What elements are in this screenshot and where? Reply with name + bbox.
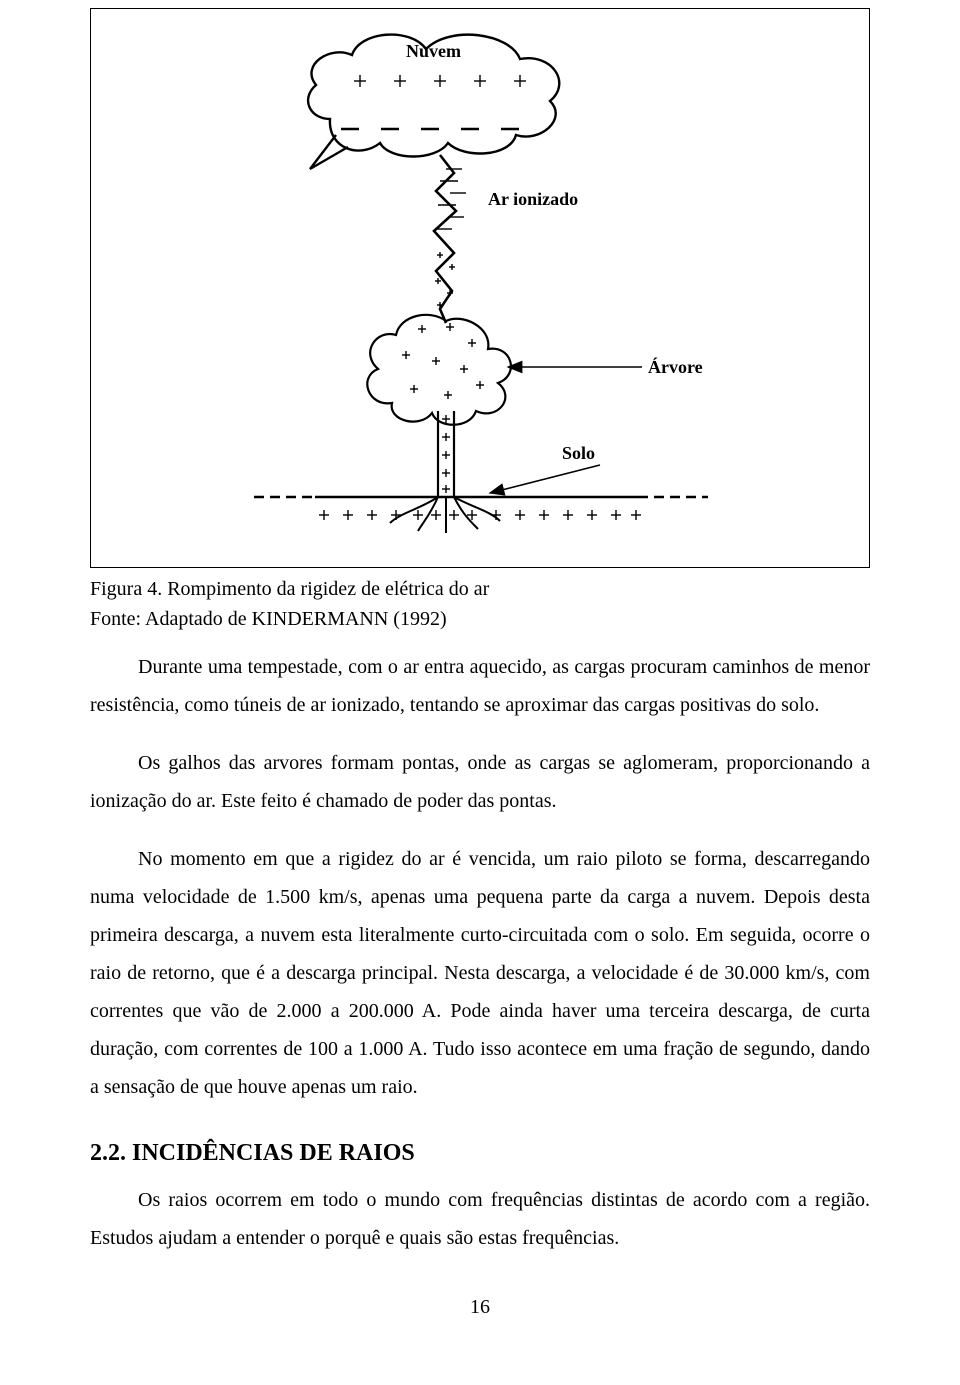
ground-positive-marks xyxy=(319,510,641,520)
tree-roots xyxy=(390,497,500,533)
canopy-positive-marks xyxy=(402,323,484,399)
label-arvore: Árvore xyxy=(648,356,703,377)
arrow-solo xyxy=(490,465,600,493)
cloud-positive-row xyxy=(354,75,526,87)
paragraph-1: Durante uma tempestade, com o ar entra a… xyxy=(90,648,870,724)
paragraph-3: No momento em que a rigidez do ar é venc… xyxy=(90,840,870,1106)
cloud-spout xyxy=(310,135,348,169)
trunk-positive-marks xyxy=(442,415,450,493)
page-number: 16 xyxy=(0,1296,960,1319)
figure-box: Nuvem Ar ionizado Árvore Solo xyxy=(90,8,870,568)
stepped-leader xyxy=(434,155,456,323)
figure-source: Fonte: Adaptado de KINDERMANN (1992) xyxy=(90,604,870,634)
label-solo: Solo xyxy=(562,443,595,463)
paragraph-2: Os galhos das arvores formam pontas, ond… xyxy=(90,744,870,820)
section-intro: Os raios ocorrem em todo o mundo com fre… xyxy=(90,1181,870,1257)
label-ar-ionizado: Ar ionizado xyxy=(488,189,578,209)
figure-caption: Figura 4. Rompimento da rigidez de elétr… xyxy=(90,574,870,604)
tree-canopy xyxy=(367,315,511,425)
lightning-diagram: Nuvem Ar ionizado Árvore Solo xyxy=(240,9,720,559)
label-nuvem: Nuvem xyxy=(406,41,461,61)
section-heading: 2.2. INCIDÊNCIAS DE RAIOS xyxy=(90,1140,870,1167)
ionized-air-ticks xyxy=(436,169,466,229)
